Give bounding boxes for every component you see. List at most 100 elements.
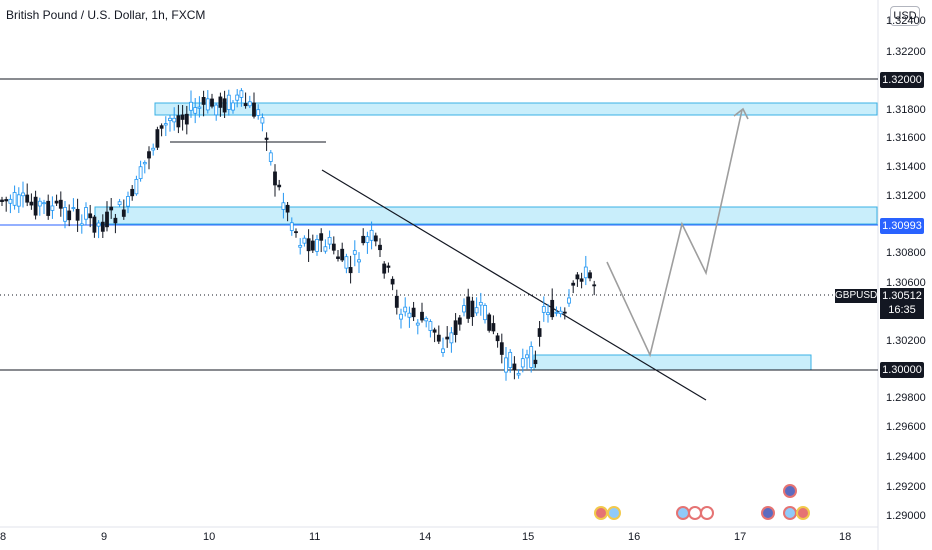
candle-body xyxy=(571,282,576,286)
candle-body xyxy=(294,231,298,234)
price-label: 1.29800 xyxy=(886,392,926,404)
candle-body xyxy=(130,188,135,197)
resistance-zone-mid[interactable] xyxy=(94,206,878,225)
candle-body xyxy=(79,223,84,226)
candle-body xyxy=(306,238,311,252)
candle-body xyxy=(478,301,483,306)
candle-body xyxy=(96,222,101,227)
candle-body xyxy=(163,123,168,126)
candle-body xyxy=(453,320,458,335)
candle-body xyxy=(142,162,147,165)
candle-body xyxy=(432,329,437,333)
candle-body xyxy=(138,166,143,179)
candle-body xyxy=(285,204,290,213)
candle-body xyxy=(567,297,571,304)
candle-body xyxy=(495,335,500,342)
candle-body xyxy=(58,199,63,209)
candle-body xyxy=(344,256,349,269)
currency-button[interactable]: USD xyxy=(890,6,920,26)
candle-body xyxy=(415,322,420,326)
candle-body xyxy=(441,348,445,353)
candle-body xyxy=(210,98,214,107)
candle-body xyxy=(176,115,181,128)
projection-path[interactable] xyxy=(606,109,743,358)
candle-body xyxy=(109,206,114,211)
candle-body xyxy=(550,299,555,318)
candle-body xyxy=(201,97,206,105)
projection-arrowhead-icon xyxy=(733,107,749,120)
candle-body xyxy=(508,351,513,368)
candle-body xyxy=(520,358,525,368)
candle-body xyxy=(512,363,517,370)
time-label: 10 xyxy=(203,531,216,543)
candlestick-series xyxy=(0,88,597,381)
candle-body xyxy=(168,117,172,122)
candle-body xyxy=(243,103,248,107)
candle-body xyxy=(470,300,475,318)
candle-body xyxy=(399,313,403,320)
candle-body xyxy=(403,306,408,313)
time-label: 18 xyxy=(839,531,852,543)
candle-body xyxy=(588,272,592,279)
price-tag-upper[interactable]: 1.32000 xyxy=(880,72,924,88)
candle-body xyxy=(516,372,521,376)
candle-body xyxy=(583,266,588,279)
candle-body xyxy=(436,334,441,342)
candle-body xyxy=(184,113,189,125)
candle-body xyxy=(105,211,109,228)
candle-body xyxy=(487,314,492,331)
candle-body xyxy=(16,194,21,207)
candle-body xyxy=(499,342,504,355)
candle-body xyxy=(390,278,395,285)
bar-countdown: 16:35 xyxy=(888,304,916,316)
current-price-tag[interactable]: 1.30512 16:35 xyxy=(880,288,924,319)
candle-body xyxy=(491,323,496,332)
current-price-value: 1.30512 xyxy=(882,290,922,302)
candle-body xyxy=(92,216,97,233)
candle-body xyxy=(268,152,273,162)
candle-body xyxy=(197,106,202,109)
candle-body xyxy=(348,267,353,274)
candle-body xyxy=(252,102,256,117)
candle-body xyxy=(21,192,25,197)
price-label: 1.31600 xyxy=(886,132,926,144)
candle-body xyxy=(205,98,210,111)
price-tag-mid[interactable]: 1.30993 xyxy=(880,218,924,234)
candle-body xyxy=(25,194,30,203)
candle-body xyxy=(117,201,122,206)
candle-body xyxy=(525,354,529,359)
candle-body xyxy=(214,104,219,116)
candle-body xyxy=(121,209,126,217)
candle-body xyxy=(151,147,156,151)
support-zone[interactable] xyxy=(533,354,812,371)
symbol-tag[interactable]: GBPUSD xyxy=(835,289,878,303)
candle-body xyxy=(8,198,13,204)
candle-body xyxy=(336,256,340,259)
resistance-zone-upper[interactable] xyxy=(154,102,878,116)
candle-body xyxy=(327,236,332,245)
event-markers[interactable] xyxy=(594,484,810,520)
price-tag-lower[interactable]: 1.30000 xyxy=(880,362,924,378)
candle-body xyxy=(298,244,303,248)
candle-body xyxy=(42,202,46,205)
candle-body xyxy=(12,192,17,206)
candle-body xyxy=(147,151,151,159)
candle-body xyxy=(407,312,412,318)
candle-body xyxy=(247,101,252,107)
candle-body xyxy=(113,217,118,224)
candle-body xyxy=(592,284,597,287)
candle-body xyxy=(554,311,559,314)
candle-body xyxy=(386,265,391,268)
price-label: 1.31200 xyxy=(886,190,926,202)
candle-body xyxy=(466,296,471,319)
price-label: 1.30800 xyxy=(886,247,926,259)
trendline[interactable] xyxy=(321,169,707,401)
candle-body xyxy=(289,222,294,231)
candle-body xyxy=(369,229,374,241)
time-label: 14 xyxy=(419,531,432,543)
candle-body xyxy=(579,278,584,282)
price-label: 1.29000 xyxy=(886,510,926,522)
candle-body xyxy=(361,235,366,244)
candle-body xyxy=(33,196,38,216)
